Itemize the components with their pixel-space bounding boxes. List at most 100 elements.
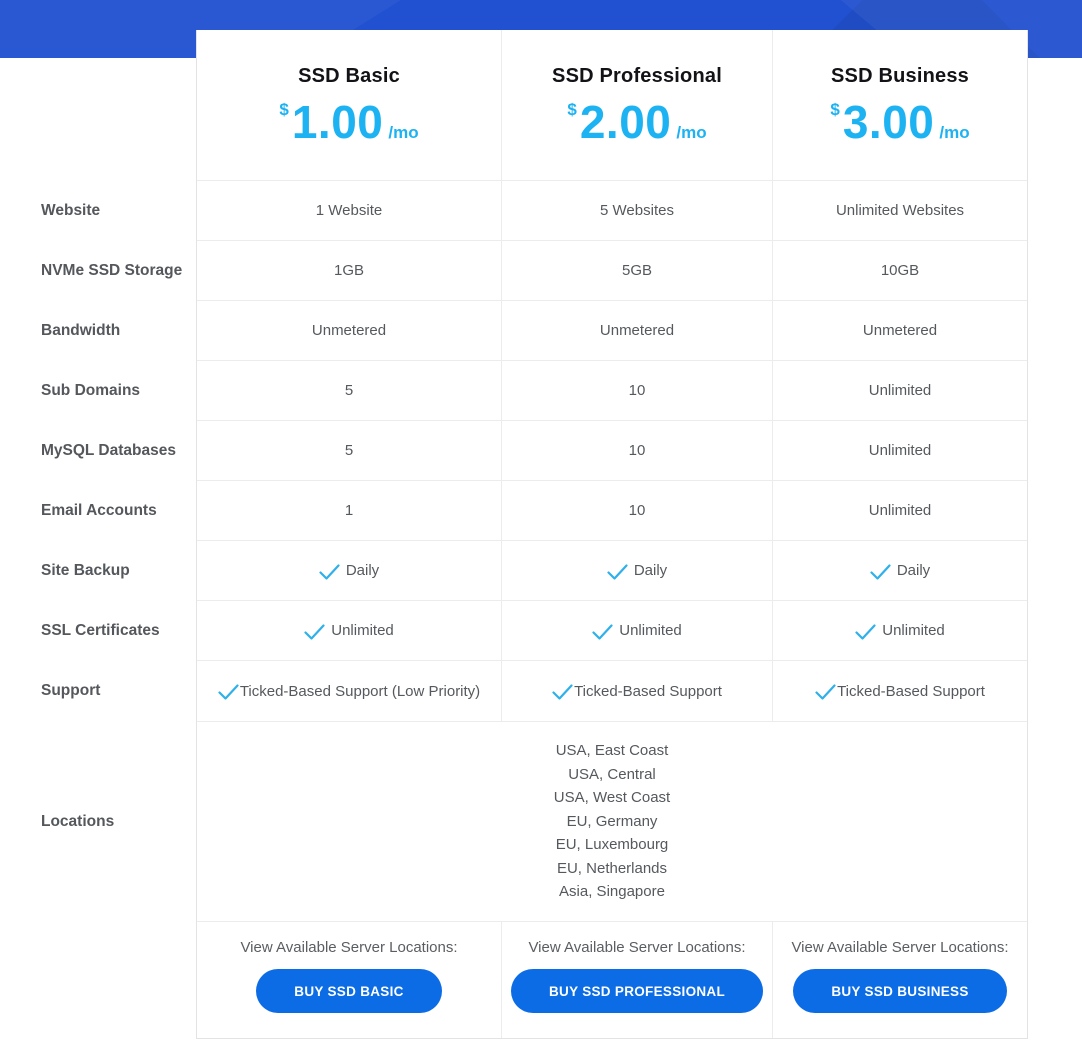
location-item: USA, East Coast <box>555 742 669 760</box>
plan-price: $ 2.00 /mo <box>567 98 706 146</box>
feature-value: 10 <box>628 382 646 399</box>
feature-value-cell: 10 <box>501 361 772 420</box>
feature-value-cell: 5GB <box>501 241 772 300</box>
feature-value-cell: Unlimited <box>772 601 1027 660</box>
price-period: /mo <box>939 122 970 142</box>
check-icon <box>319 563 340 580</box>
feature-value: Ticked-Based Support (Low Priority) <box>239 682 481 700</box>
feature-value-cell: 1GB <box>197 241 501 300</box>
feature-value: Ticked-Based Support <box>837 682 985 700</box>
feature-row-backup: Daily Daily Daily <box>197 541 1027 601</box>
feature-value: 5 Websites <box>600 202 674 219</box>
feature-row-bandwidth: Unmetered Unmetered Unmetered <box>197 301 1027 361</box>
location-item: EU, Luxembourg <box>555 836 669 854</box>
feature-value-cell: Unlimited <box>772 481 1027 540</box>
buy-ssd-basic-button[interactable]: BUY SSD BASIC <box>256 969 442 1013</box>
feature-value: Unlimited <box>331 622 394 639</box>
feature-value-cell: Unlimited <box>772 361 1027 420</box>
feature-row-ssl: Unlimited Unlimited Unlimited <box>197 601 1027 661</box>
currency-symbol: $ <box>279 99 289 119</box>
location-item: Asia, Singapore <box>559 883 665 901</box>
feature-value-cell: Ticked-Based Support <box>501 661 772 721</box>
feature-value-cell: 1 Website <box>197 181 501 240</box>
feature-label-subdomains: Sub Domains <box>41 382 141 399</box>
feature-label-ssl: SSL Certificates <box>41 622 160 639</box>
feature-value: Unlimited Websites <box>835 202 965 219</box>
price-amount: 2.00 <box>579 95 672 148</box>
price-amount: 3.00 <box>842 95 935 148</box>
check-icon <box>218 684 239 700</box>
price-amount: 1.00 <box>291 95 384 148</box>
feature-value: 5 <box>344 442 354 459</box>
feature-value: Unlimited <box>619 622 682 639</box>
feature-value-cell: Unmetered <box>501 301 772 360</box>
currency-symbol: $ <box>830 99 840 119</box>
feature-value: 10 <box>628 442 646 459</box>
feature-value: Ticked-Based Support <box>574 682 722 700</box>
plan-title: SSD Professional <box>552 64 722 87</box>
location-item: USA, West Coast <box>553 789 671 807</box>
location-item: USA, Central <box>568 765 656 783</box>
feature-value-cell: 10 <box>501 481 772 540</box>
pricing-table-card: SSD Basic $ 1.00 /mo SSD Professional $ … <box>196 30 1028 1039</box>
plan-header-professional: SSD Professional $ 2.00 /mo <box>501 30 772 180</box>
feature-label-locations: Locations <box>41 813 115 830</box>
feature-value-cell: Daily <box>772 541 1027 600</box>
price-period: /mo <box>388 122 419 142</box>
feature-value-cell: Unlimited <box>501 601 772 660</box>
feature-row-website: 1 Website 5 Websites Unlimited Websites <box>197 181 1027 241</box>
check-icon <box>592 623 613 640</box>
feature-label-mysql: MySQL Databases <box>41 442 176 459</box>
feature-value: 10GB <box>880 262 920 279</box>
feature-label-email: Email Accounts <box>41 502 157 519</box>
feature-label-storage: NVMe SSD Storage <box>41 262 183 279</box>
server-locations-note: View Available Server Locations: <box>791 939 1009 956</box>
buy-cell-basic: View Available Server Locations: BUY SSD… <box>197 922 501 1038</box>
check-icon <box>304 623 325 640</box>
plan-title: SSD Business <box>830 64 969 87</box>
feature-value: 1 <box>344 502 354 519</box>
plan-header-row: SSD Basic $ 1.00 /mo SSD Professional $ … <box>197 30 1027 181</box>
feature-label-website: Website <box>41 202 101 219</box>
feature-row-email: 1 10 Unlimited <box>197 481 1027 541</box>
buy-ssd-professional-button[interactable]: BUY SSD PROFESSIONAL <box>510 969 764 1013</box>
feature-value-cell: Unlimited <box>197 601 501 660</box>
buy-ssd-business-button[interactable]: BUY SSD BUSINESS <box>793 969 1007 1013</box>
location-item: EU, Netherlands <box>556 859 668 877</box>
feature-label-bandwidth: Bandwidth <box>41 322 121 339</box>
feature-row-support: Ticked-Based Support (Low Priority) Tick… <box>197 661 1027 722</box>
feature-value-cell: 10 <box>501 421 772 480</box>
plan-title: SSD Basic <box>298 64 400 87</box>
feature-value-cell: 5 <box>197 421 501 480</box>
locations-row: USA, East Coast USA, Central USA, West C… <box>197 722 1027 922</box>
feature-value-cell: 5 Websites <box>501 181 772 240</box>
plan-header-business: SSD Business $ 3.00 /mo <box>772 30 1027 180</box>
feature-value: Unlimited <box>868 502 932 519</box>
check-icon <box>552 684 573 700</box>
feature-value: Unmetered <box>599 322 675 339</box>
feature-value: Unmetered <box>311 322 387 339</box>
feature-value: Unlimited <box>882 622 945 639</box>
feature-value: 1 Website <box>315 202 383 219</box>
feature-value-cell: Unmetered <box>772 301 1027 360</box>
feature-row-storage: 1GB 5GB 10GB <box>197 241 1027 301</box>
feature-value-cell: 1 <box>197 481 501 540</box>
check-icon <box>870 563 891 580</box>
feature-value-cell: Ticked-Based Support <box>772 661 1027 721</box>
location-item: EU, Germany <box>566 812 658 830</box>
check-icon <box>855 623 876 640</box>
currency-symbol: $ <box>567 99 577 119</box>
feature-value: 10 <box>628 502 646 519</box>
feature-label-backup: Site Backup <box>41 562 130 579</box>
check-icon <box>815 684 836 700</box>
buy-cell-professional: View Available Server Locations: BUY SSD… <box>501 922 772 1038</box>
feature-value: Unmetered <box>862 322 938 339</box>
feature-value: 5 <box>344 382 354 399</box>
feature-value-cell: Ticked-Based Support (Low Priority) <box>197 661 501 721</box>
check-icon <box>607 563 628 580</box>
feature-value: 1GB <box>333 262 364 279</box>
feature-value: Unlimited <box>868 442 932 459</box>
feature-value-cell: Unlimited Websites <box>772 181 1027 240</box>
feature-row-subdomains: 5 10 Unlimited <box>197 361 1027 421</box>
feature-value-cell: 5 <box>197 361 501 420</box>
